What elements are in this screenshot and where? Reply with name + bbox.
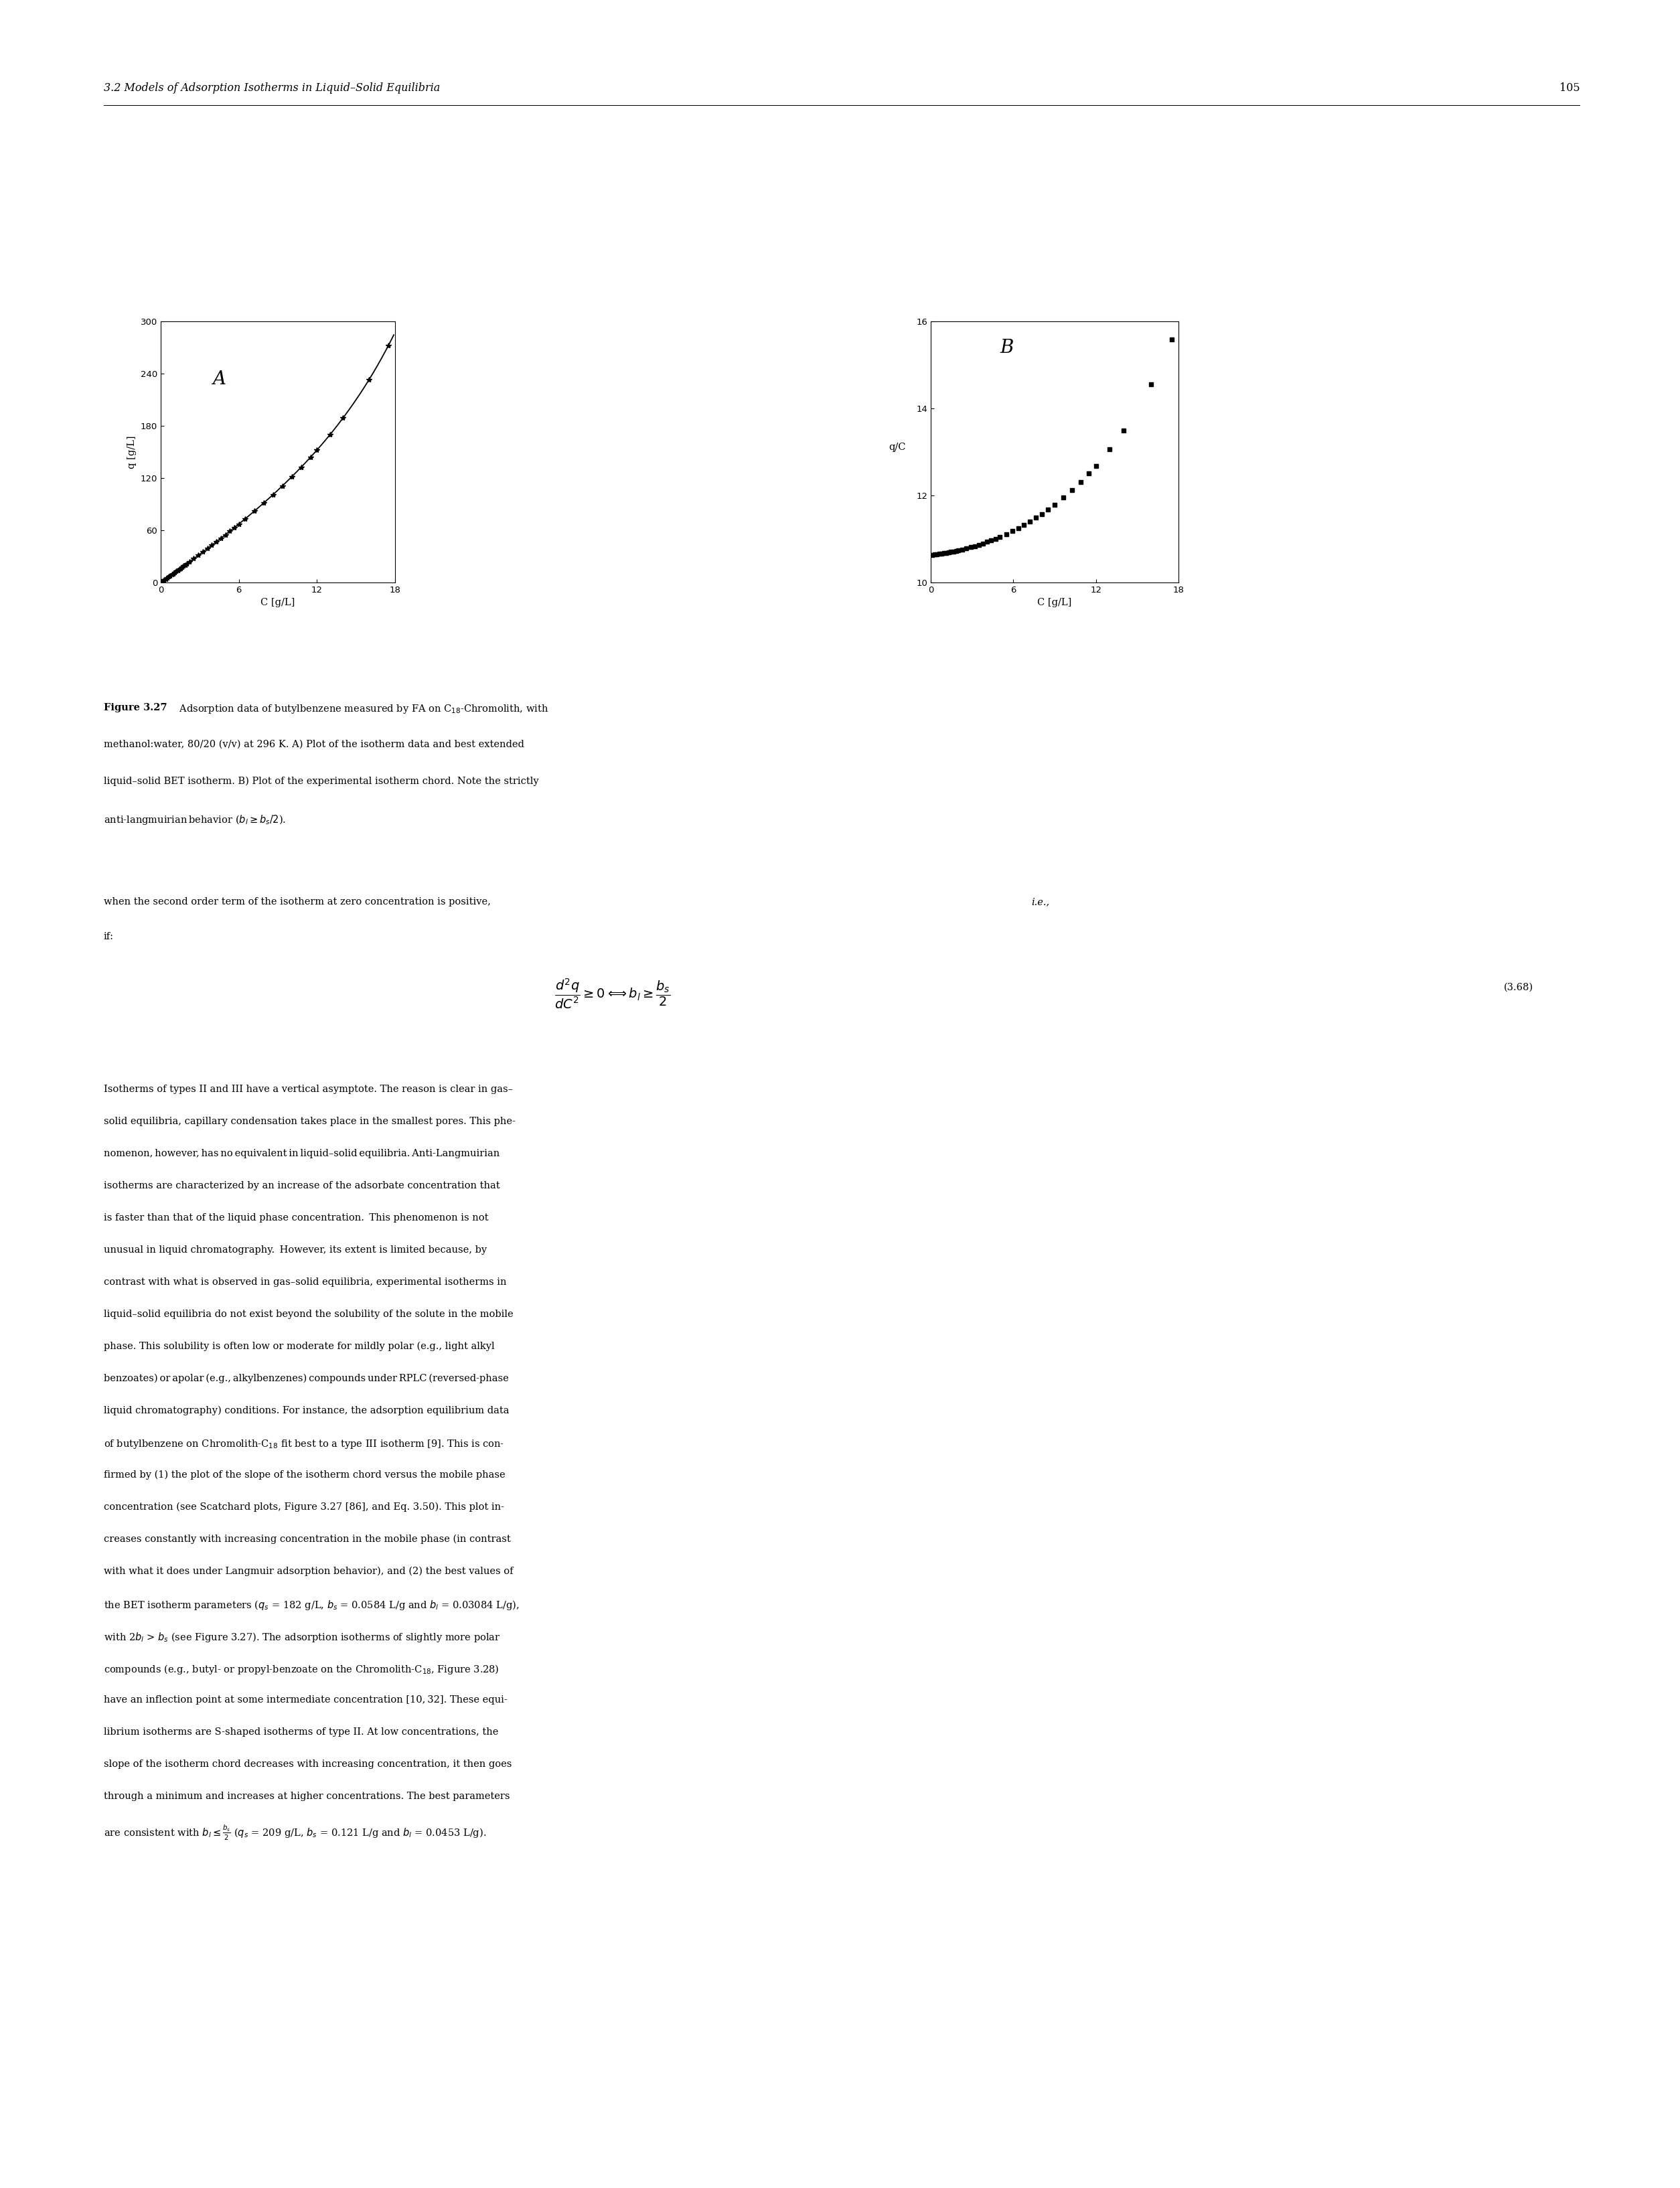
Text: phase. This solubility is often low or moderate for mildly polar (e.g., light al: phase. This solubility is often low or m… [104,1341,494,1352]
Text: compounds (e.g., butyl- or propyl-benzoate on the Chromolith-C$_{18}$, Figure 3.: compounds (e.g., butyl- or propyl-benzoa… [104,1663,499,1676]
Text: Adsorption data of butylbenzene measured by FA on C$_{18}$-Chromolith, with: Adsorption data of butylbenzene measured… [176,702,549,715]
Text: (3.68): (3.68) [1504,982,1534,991]
Text: the BET isotherm parameters ($q_s$ = 182 g/L, $b_s$ = 0.0584 L/g and $b_l$ = 0.0: the BET isotherm parameters ($q_s$ = 182… [104,1599,519,1613]
Y-axis label: q/C: q/C [889,442,906,453]
Text: with what it does under Langmuir adsorption behavior), and (2) the best values o: with what it does under Langmuir adsorpt… [104,1567,514,1575]
Text: unusual in liquid chromatography.  However, its extent is limited because, by: unusual in liquid chromatography. Howeve… [104,1245,487,1254]
Text: liquid–solid equilibria do not exist beyond the solubility of the solute in the : liquid–solid equilibria do not exist bey… [104,1311,514,1319]
Text: methanol:water, 80/20 (v/v) at 296 K. A) Plot of the isotherm data and best exte: methanol:water, 80/20 (v/v) at 296 K. A)… [104,740,524,748]
Text: $\dfrac{d^2q}{dC^2} \geq 0 \Longleftrightarrow b_l \geq \dfrac{b_s}{2}$: $\dfrac{d^2q}{dC^2} \geq 0 \Longleftrigh… [554,978,670,1011]
Text: have an inflection point at some intermediate concentration [10, 32]. These equi: have an inflection point at some interme… [104,1696,507,1704]
Text: librium isotherms are S-shaped isotherms of type II. At low concentrations, the: librium isotherms are S-shaped isotherms… [104,1726,499,1737]
X-axis label: C [g/L]: C [g/L] [1038,597,1072,608]
Text: firmed by (1) the plot of the slope of the isotherm chord versus the mobile phas: firmed by (1) the plot of the slope of t… [104,1470,506,1479]
Text: is faster than that of the liquid phase concentration.  This phenomenon is not: is faster than that of the liquid phase … [104,1212,489,1223]
Text: of butylbenzene on Chromolith-C$_{18}$ fit best to a type III isotherm [9]. This: of butylbenzene on Chromolith-C$_{18}$ f… [104,1438,504,1451]
Text: liquid chromatography) conditions. For instance, the adsorption equilibrium data: liquid chromatography) conditions. For i… [104,1407,509,1416]
Text: when the second order term of the isotherm at zero concentration is positive,: when the second order term of the isothe… [104,897,494,906]
Text: concentration (see Scatchard plots, Figure 3.27 [86], and Eq. 3.50). This plot i: concentration (see Scatchard plots, Figu… [104,1503,504,1512]
Text: A: A [212,370,225,387]
Text: liquid–solid BET isotherm. B) Plot of the experimental isotherm chord. Note the : liquid–solid BET isotherm. B) Plot of th… [104,777,539,785]
Text: if:: if: [104,932,114,941]
Text: Figure 3.27: Figure 3.27 [104,702,166,713]
X-axis label: C [g/L]: C [g/L] [260,597,296,608]
Text: isotherms are characterized by an increase of the adsorbate concentration that: isotherms are characterized by an increa… [104,1182,501,1190]
Text: i.e.,: i.e., [1032,897,1050,906]
Y-axis label: q [g/L]: q [g/L] [128,435,136,468]
Text: are consistent with $b_l \leq \frac{b_s}{2}$ ($q_s$ = 209 g/L, $b_s$ = 0.121 L/g: are consistent with $b_l \leq \frac{b_s}… [104,1825,486,1842]
Text: with 2$b_l$ > $b_s$ (see Figure 3.27). The adsorption isotherms of slightly more: with 2$b_l$ > $b_s$ (see Figure 3.27). T… [104,1630,501,1643]
Text: solid equilibria, capillary condensation takes place in the smallest pores. This: solid equilibria, capillary condensation… [104,1116,516,1127]
Text: nomenon, however, has no equivalent in liquid–solid equilibria. Anti-Langmuirian: nomenon, however, has no equivalent in l… [104,1149,499,1157]
Text: 105: 105 [1559,83,1581,94]
Text: 3.2 Models of Adsorption Isotherms in Liquid–Solid Equilibria: 3.2 Models of Adsorption Isotherms in Li… [104,83,440,94]
Text: Isotherms of types II and III have a vertical asymptote. The reason is clear in : Isotherms of types II and III have a ver… [104,1085,512,1094]
Text: slope of the isotherm chord decreases with increasing concentration, it then goe: slope of the isotherm chord decreases wi… [104,1759,512,1768]
Text: through a minimum and increases at higher concentrations. The best parameters: through a minimum and increases at highe… [104,1792,511,1801]
Text: contrast with what is observed in gas–solid equilibria, experimental isotherms i: contrast with what is observed in gas–so… [104,1278,507,1287]
Text: benzoates) or apolar (e.g., alkylbenzenes) compounds under RPLC (reversed-phase: benzoates) or apolar (e.g., alkylbenzene… [104,1374,509,1383]
Text: anti-langmuirian behavior ($b_l \geq b_s/2$).: anti-langmuirian behavior ($b_l \geq b_s… [104,814,286,827]
Text: B: B [1000,339,1013,357]
Text: creases constantly with increasing concentration in the mobile phase (in contras: creases constantly with increasing conce… [104,1534,511,1545]
